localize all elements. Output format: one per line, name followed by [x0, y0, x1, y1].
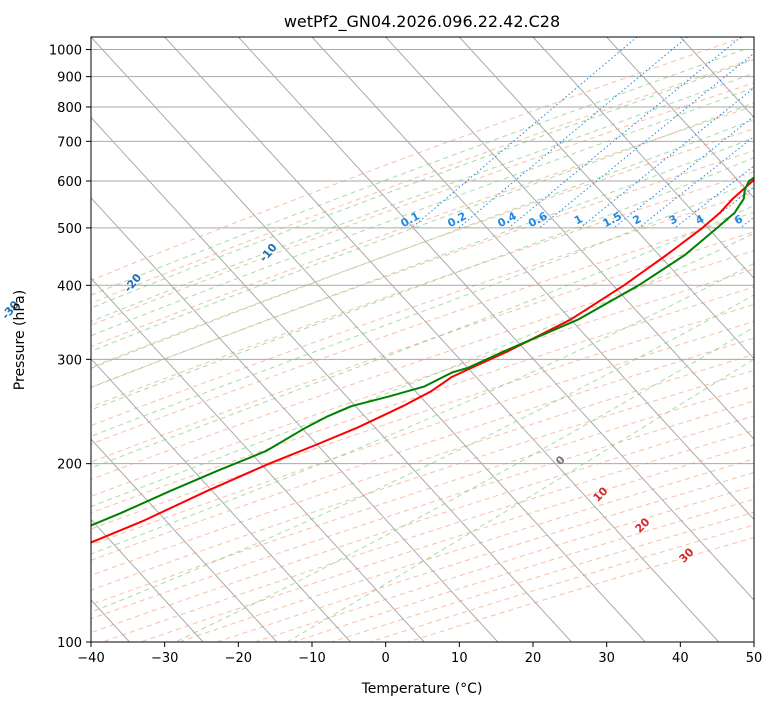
y-tick-label: 700 [57, 135, 82, 150]
isotherm-line [91, 197, 499, 642]
dry-adiabat-line [91, 369, 754, 591]
x-tick-label: 40 [672, 651, 689, 666]
x-tick-label: −20 [225, 651, 252, 666]
moist-adiabat-line [91, 179, 754, 437]
mixing-ratio-line [539, 52, 754, 229]
moist-adiabat-line [91, 72, 754, 323]
x-tick-label: 20 [525, 651, 542, 666]
dry-adiabat-line [91, 171, 754, 408]
mixing-ratio-line [674, 165, 754, 229]
mixing-ratio-lines [411, 37, 754, 229]
mixing-ratio-line [411, 37, 638, 229]
dry-adiabat-line [91, 105, 754, 348]
dry-adiabat-line [91, 286, 754, 514]
y-tick-label: 1000 [49, 44, 82, 59]
axes: −40 −30 −20 −10 0 10 20 30 40 50 100 200 300 400 500 60… [49, 44, 762, 666]
x-tick-label: −40 [77, 651, 104, 666]
x-tick-label: −10 [298, 651, 325, 666]
moist-adiabat-line [91, 87, 754, 337]
x-tick-label: −30 [151, 651, 178, 666]
isotherm-line [91, 438, 278, 642]
dry-adiabat-line [91, 320, 754, 546]
isotherm-line [606, 37, 754, 199]
moist-adiabat-line [91, 118, 754, 369]
isotherm-line [91, 116, 572, 642]
isotherm-line [91, 518, 204, 642]
isotherm-line [164, 37, 720, 642]
dry-adiabat-line [91, 268, 754, 497]
x-tick-label: 50 [746, 651, 763, 666]
isotherm-line [237, 37, 754, 601]
dry-adiabat-line [91, 82, 754, 326]
mixing-ratio-line [508, 37, 742, 229]
isotherm-line [91, 277, 425, 642]
isotherm-line [311, 37, 754, 521]
y-tick-label: 500 [57, 222, 82, 237]
y-tick-label: 400 [57, 279, 82, 294]
mixing-ratio-line [579, 87, 754, 229]
moist-adiabat-line [174, 326, 754, 642]
isotherm-line [91, 357, 351, 642]
x-tick-label: 10 [451, 651, 468, 666]
mixing-ratio-line [458, 37, 688, 229]
y-tick-label: 800 [57, 101, 82, 116]
dewpoint-profile-line [91, 176, 754, 527]
isotherm-line [91, 37, 646, 642]
background-lines [91, 37, 754, 642]
isotherm-line [532, 37, 754, 280]
y-axis-title: Pressure (hPa) [12, 290, 28, 390]
x-axis-title: Temperature (°C) [361, 681, 483, 697]
moist-adiabat-line [91, 294, 754, 613]
y-tick-label: 300 [57, 353, 82, 368]
y-tick-label: 900 [57, 71, 82, 86]
y-tick-label: 200 [57, 458, 82, 473]
x-tick-label: 30 [598, 651, 615, 666]
y-tick-label: 600 [57, 175, 82, 190]
isotherm-line [458, 37, 754, 360]
y-tick-label: 100 [57, 636, 82, 651]
dry-adiabat-line [91, 37, 745, 281]
profile-series [91, 176, 754, 544]
isotherm-line [385, 37, 754, 440]
chart-title: wetPf2_GN04.2026.096.22.42.C28 [284, 12, 560, 32]
x-tick-label: 0 [382, 651, 390, 666]
dry-adiabat-line [91, 231, 754, 463]
plot-frame [90, 36, 755, 643]
